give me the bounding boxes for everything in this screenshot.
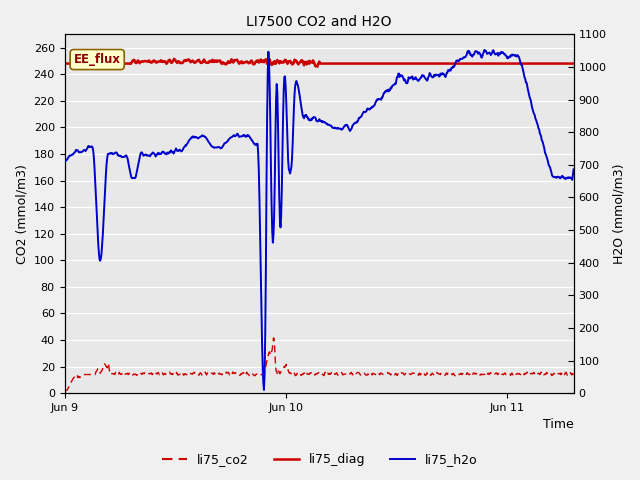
X-axis label: Time: Time (543, 419, 573, 432)
Y-axis label: H2O (mmol/m3): H2O (mmol/m3) (612, 164, 625, 264)
Legend: li75_co2, li75_diag, li75_h2o: li75_co2, li75_diag, li75_h2o (157, 448, 483, 471)
Title: LI7500 CO2 and H2O: LI7500 CO2 and H2O (246, 15, 392, 29)
Text: EE_flux: EE_flux (74, 53, 121, 66)
Y-axis label: CO2 (mmol/m3): CO2 (mmol/m3) (15, 164, 28, 264)
